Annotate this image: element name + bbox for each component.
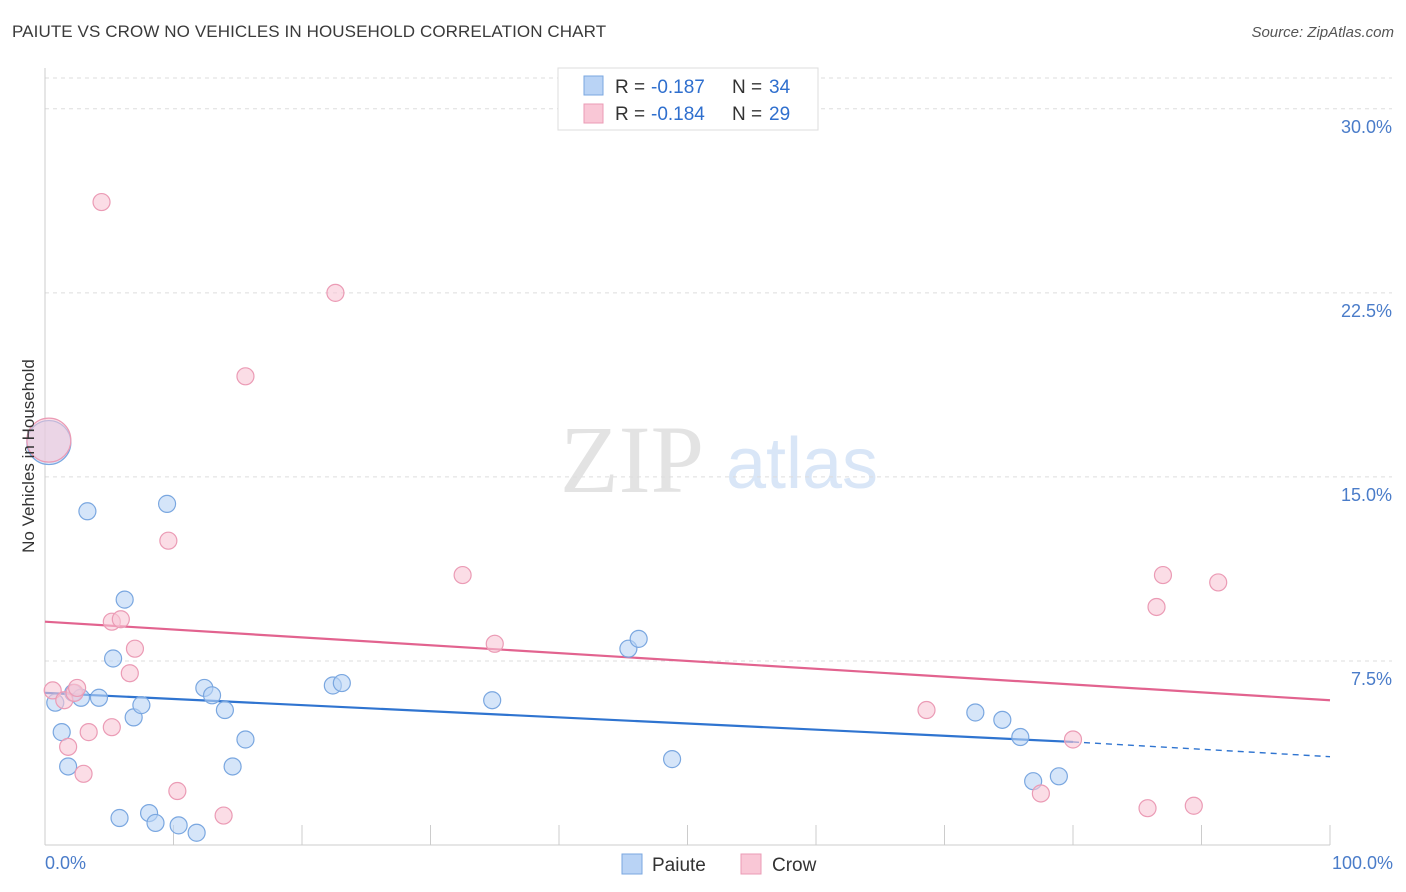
bottom-legend: Paiute Crow (621, 853, 817, 876)
legend-n-value-paiute: 34 (769, 77, 791, 98)
point-paiute (215, 700, 234, 720)
watermark-atlas: atlas (726, 424, 878, 504)
point-crow (326, 283, 345, 302)
point-crow (159, 531, 178, 550)
data-points (26, 192, 1228, 842)
point-crow (92, 192, 111, 212)
point-paiute (169, 816, 188, 835)
point-paiute (202, 686, 222, 705)
point-crow (168, 781, 187, 801)
bottom-legend-label-crow: Crow (772, 855, 817, 876)
point-paiute (110, 808, 129, 828)
point-paiute (146, 813, 165, 833)
point-paiute (59, 757, 78, 776)
legend-swatch-crow (583, 103, 604, 124)
y-tick-label: 15.0% (1341, 485, 1392, 505)
point-paiute (483, 691, 502, 710)
legend-r-label: R = (615, 77, 645, 98)
point-crow (1209, 573, 1228, 592)
point-crow (26, 417, 72, 463)
point-crow (79, 723, 98, 742)
trend-line-paiute (44, 691, 1074, 744)
point-crow (485, 634, 504, 653)
point-paiute (629, 629, 648, 648)
point-paiute (223, 757, 242, 776)
legend-swatch-paiute (583, 75, 604, 96)
legend: R = -0.187 N = 34 R = -0.184 N = 29 (557, 67, 819, 131)
point-crow (236, 367, 255, 386)
trend-line-crow (44, 620, 1331, 702)
chart-source: Source: ZipAtlas.com (1251, 24, 1394, 41)
point-paiute (1011, 727, 1030, 747)
point-paiute (236, 730, 255, 749)
point-crow (120, 664, 139, 683)
point-paiute (1049, 767, 1068, 786)
point-paiute (78, 502, 97, 521)
chart-title: PAIUTE VS CROW NO VEHICLES IN HOUSEHOLD … (12, 22, 607, 41)
legend-r-value-crow: -0.184 (651, 104, 705, 125)
point-crow (1138, 799, 1157, 818)
x-tick-label: 0.0% (45, 853, 86, 873)
point-paiute (132, 696, 151, 715)
legend-r-value-paiute: -0.187 (651, 77, 705, 98)
point-crow (125, 639, 145, 658)
y-tick-label: 30.0% (1341, 117, 1392, 137)
point-paiute (993, 710, 1012, 729)
point-crow (74, 764, 93, 783)
bottom-legend-label-paiute: Paiute (652, 855, 706, 876)
watermark-zip: ZIP (560, 406, 704, 513)
point-paiute (104, 649, 123, 668)
point-crow (1031, 784, 1050, 803)
x-tick-labels: 0.0% 100.0% (45, 853, 1393, 873)
point-crow (59, 737, 78, 756)
point-crow (1063, 730, 1083, 749)
y-tick-label: 7.5% (1351, 669, 1392, 689)
point-crow (214, 806, 233, 825)
y-tick-labels: 7.5% 15.0% 22.5% 30.0% (1341, 117, 1392, 689)
bottom-legend-swatch-paiute (621, 853, 643, 875)
point-paiute (662, 750, 682, 769)
point-paiute (332, 673, 351, 693)
y-tick-label: 22.5% (1341, 301, 1392, 321)
y-axis-label: No Vehicles in Household (19, 359, 38, 553)
bottom-legend-swatch-crow (740, 853, 762, 875)
point-paiute (115, 590, 134, 609)
point-crow (1147, 597, 1166, 617)
legend-n-label: N = (732, 77, 762, 98)
point-crow (1153, 565, 1173, 585)
point-paiute (966, 703, 985, 722)
point-crow (111, 610, 130, 629)
point-paiute (157, 494, 177, 513)
legend-n-value-crow: 29 (769, 104, 790, 125)
point-crow (917, 700, 936, 720)
point-crow (453, 565, 472, 585)
x-tick-label: 100.0% (1332, 853, 1393, 873)
legend-n-label: N = (732, 104, 762, 125)
point-crow (68, 678, 87, 698)
trend-line-extension-paiute (1072, 741, 1331, 758)
point-paiute (89, 688, 109, 707)
point-crow (1184, 796, 1203, 815)
point-crow (102, 718, 121, 737)
legend-r-label: R = (615, 104, 645, 125)
point-paiute (187, 823, 206, 842)
point-crow (43, 681, 62, 700)
